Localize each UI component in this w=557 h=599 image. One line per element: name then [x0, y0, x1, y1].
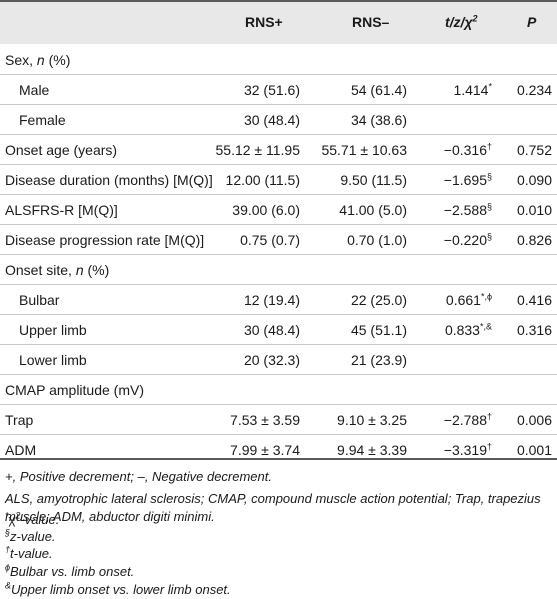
- row-label: Disease duration (months) [M(Q)]: [5, 172, 213, 188]
- header-rns-negative: RNS–: [352, 14, 390, 30]
- row-label: Onset age (years): [5, 142, 118, 158]
- cell-rns-positive: 12 (19.4): [243, 292, 300, 308]
- cell-p-value: 0.010: [516, 202, 552, 218]
- cell-rns-negative: 21 (23.9): [350, 352, 407, 368]
- footnote-bulbar: ϕBulbar vs. limb onset.: [5, 563, 135, 579]
- row-divider: [0, 134, 557, 135]
- row-divider: [0, 254, 557, 255]
- table-row: Onset age (years) 55.12 ± 11.95 55.71 ± 10…: [0, 134, 557, 164]
- cell-rns-negative: 45 (51.1): [350, 322, 407, 338]
- row-label: Onset site, n (%): [5, 262, 110, 278]
- table-row: Male 32 (51.6) 54 (61.4) 1.414* 0.234: [0, 74, 557, 104]
- section-row: Onset site, n (%): [0, 254, 557, 284]
- row-divider: [0, 104, 557, 105]
- cell-rns-negative: 0.70 (1.0): [347, 232, 407, 248]
- cell-statistic: 0.661*,ϕ: [445, 291, 492, 308]
- row-divider: [0, 284, 557, 285]
- cell-rns-negative: 9.10 ± 3.25: [337, 412, 407, 428]
- row-label: ADM: [5, 442, 37, 458]
- row-divider: [0, 224, 557, 225]
- row-label: Bulbar: [19, 292, 60, 308]
- cell-rns-positive: 32 (51.6): [243, 82, 300, 98]
- table-row: Bulbar 12 (19.4) 22 (25.0) 0.661*,ϕ 0.416: [0, 284, 557, 314]
- footnote-abbrev-1: +, Positive decrement; –, Negative decre…: [5, 469, 272, 484]
- row-label: Upper limb: [19, 322, 87, 338]
- cell-rns-positive: 30 (48.4): [243, 112, 300, 128]
- cell-statistic: −2.788†: [443, 411, 492, 428]
- cell-rns-positive: 7.99 ± 3.74: [230, 442, 300, 458]
- cell-rns-negative: 55.71 ± 10.63: [321, 142, 407, 158]
- header-rns-positive: RNS+: [245, 14, 283, 30]
- row-divider: [0, 74, 557, 75]
- cell-rns-negative: 9.94 ± 3.39: [337, 442, 407, 458]
- cell-p-value: 0.006: [516, 412, 552, 428]
- cell-rns-positive: 7.53 ± 3.59: [230, 412, 300, 428]
- cell-p-value: 0.316: [516, 322, 552, 338]
- cell-rns-positive: 55.12 ± 11.95: [215, 142, 301, 158]
- row-divider: [0, 434, 557, 435]
- cell-statistic: −3.319†: [443, 441, 492, 458]
- row-label: Male: [19, 82, 50, 98]
- cell-p-value: 0.090: [516, 172, 552, 188]
- row-divider: [0, 404, 557, 405]
- row-label: Disease progression rate [M(Q)]: [5, 232, 205, 248]
- cell-rns-positive: 20 (32.3): [243, 352, 300, 368]
- cell-rns-negative: 41.00 (5.0): [339, 202, 407, 218]
- table-row: ALSFRS-R [M(Q)] 39.00 (6.0) 41.00 (5.0) −2.…: [0, 194, 557, 224]
- cell-rns-positive: 12.00 (11.5): [225, 172, 300, 188]
- cell-statistic: −0.220§: [443, 231, 492, 248]
- cell-rns-positive: 0.75 (0.7): [240, 232, 300, 248]
- cell-rns-negative: 54 (61.4): [350, 82, 407, 98]
- footnote-upper-limb: &Upper limb onset vs. lower limb onset.: [5, 580, 231, 597]
- cell-rns-negative: 9.50 (11.5): [340, 172, 407, 188]
- cell-rns-negative: 22 (25.0): [350, 292, 407, 308]
- row-divider: [0, 314, 557, 315]
- table-row: Upper limb 30 (48.4) 45 (51.1) 0.833*,& 0.31…: [0, 314, 557, 344]
- cell-rns-positive: 39.00 (6.0): [232, 202, 300, 218]
- footnote-chi-square: *χ2-value.: [5, 510, 60, 527]
- cell-statistic: −0.316†: [443, 141, 492, 158]
- table-row: Disease duration (months) [M(Q)] 12.00 (1…: [0, 164, 557, 194]
- cell-rns-negative: 34 (38.6): [350, 112, 407, 128]
- cell-p-value: 0.752: [516, 142, 552, 158]
- header-p-value: P: [527, 14, 537, 30]
- row-divider: [0, 344, 557, 345]
- footnote-t-value: †t-value.: [5, 544, 53, 561]
- cell-statistic: −1.695§: [443, 171, 492, 188]
- cell-p-value: 0.416: [516, 292, 552, 308]
- cell-p-value: 0.001: [516, 442, 552, 458]
- table-row: Female 30 (48.4) 34 (38.6): [0, 104, 557, 134]
- row-divider: [0, 194, 557, 195]
- row-divider: [0, 164, 557, 165]
- cell-statistic: 0.833*,&: [444, 321, 492, 338]
- table-row: Trap 7.53 ± 3.59 9.10 ± 3.25 −2.788† 0.006: [0, 404, 557, 434]
- row-label: Sex, n (%): [5, 52, 71, 68]
- cell-rns-positive: 30 (48.4): [243, 322, 300, 338]
- row-label: Lower limb: [19, 352, 87, 368]
- row-label: Trap: [5, 412, 34, 428]
- row-label: CMAP amplitude (mV): [5, 382, 145, 398]
- table-row: ADM 7.99 ± 3.74 9.94 ± 3.39 −3.319† 0.001: [0, 434, 557, 464]
- table-header: RNS+ RNS– t/z/χ2 P: [0, 0, 557, 44]
- cell-statistic: 1.414*: [453, 81, 492, 98]
- section-row: CMAP amplitude (mV): [0, 374, 557, 404]
- section-row: Sex, n (%): [0, 44, 557, 74]
- row-label: ALSFRS-R [M(Q)]: [5, 202, 118, 218]
- row-label: Female: [19, 112, 66, 128]
- table-row: Lower limb 20 (32.3) 21 (23.9): [0, 344, 557, 374]
- footnote-abbrev-2: ALS, amyotrophic lateral sclerosis; CMAP…: [5, 491, 541, 524]
- header-statistic: t/z/χ2: [445, 13, 478, 30]
- table-row: Disease progression rate [M(Q)] 0.75 (0.7…: [0, 224, 557, 254]
- footnote-z-value: §z-value.: [5, 527, 56, 544]
- cell-p-value: 0.234: [516, 82, 552, 98]
- table-bottom-rule: [0, 458, 557, 460]
- cell-statistic: −2.588§: [443, 201, 492, 218]
- row-divider: [0, 374, 557, 375]
- cell-p-value: 0.826: [516, 232, 552, 248]
